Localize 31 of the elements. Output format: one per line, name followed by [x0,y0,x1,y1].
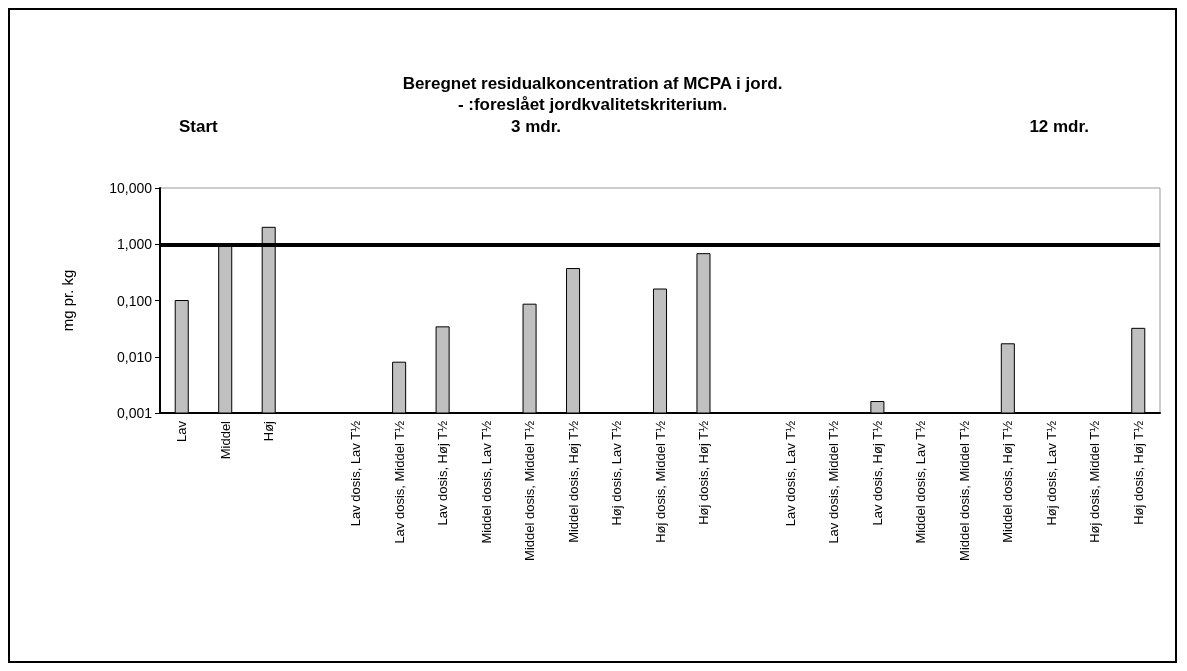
text: Start [178,117,218,136]
x-tick-label: Middel dosis, Middel T½ [522,420,538,561]
x-tick-label: Høj dosis, Lav T½ [609,420,625,526]
y-tick-label: 0,001 [116,405,153,421]
x-tick-label: Middel dosis, Høj T½ [1000,420,1016,543]
text: 3 mdr. [510,117,562,136]
x-tick-label: Høj dosis, Middel T½ [652,420,668,543]
x-tick-label: Høj dosis, Høj T½ [695,420,711,525]
x-tick-label: Lav [174,420,190,442]
x-tick-label: Lav dosis, Lav T½ [782,420,798,527]
x-tick-label: Høj [261,420,277,442]
x-tick-label: Lav dosis, Høj T½ [869,420,885,526]
x-tick-label: Middel [217,420,233,460]
x-tick-label: Høj dosis, Middel T½ [1087,420,1103,543]
y-tick-label: 0,010 [116,348,153,365]
x-tick-label: Lav dosis, Middel T½ [391,420,407,544]
x-tick-label: Lav dosis, Lav T½ [348,420,364,527]
x-tick-label: Middel dosis, Lav T½ [913,420,929,544]
y-tick-label: 0,100 [116,292,153,309]
x-tick-label: Middel dosis, Høj T½ [565,420,581,543]
y-axis-title: mg pr. kg [59,269,76,332]
x-tick-label: Middel dosis, Lav T½ [478,420,494,544]
y-tick-label: 10,000 [109,180,153,196]
chart-title: Beregnet residualkoncentration af MCPA i jord. - :foreslået jordkvalitetskriterium. [402,74,783,114]
x-tick-label: Middel dosis, Middel T½ [956,420,972,561]
x-tick-label: Høj dosis, Høj T½ [1130,420,1146,525]
x-tick-label: Høj dosis, Lav T½ [1043,420,1059,526]
y-tick-label: 1,000 [116,236,153,253]
x-tick-label: Lav dosis, Middel T½ [826,420,842,544]
x-tick-label: Lav dosis, Høj T½ [435,420,451,526]
text: 12 mdr. [1029,117,1089,136]
